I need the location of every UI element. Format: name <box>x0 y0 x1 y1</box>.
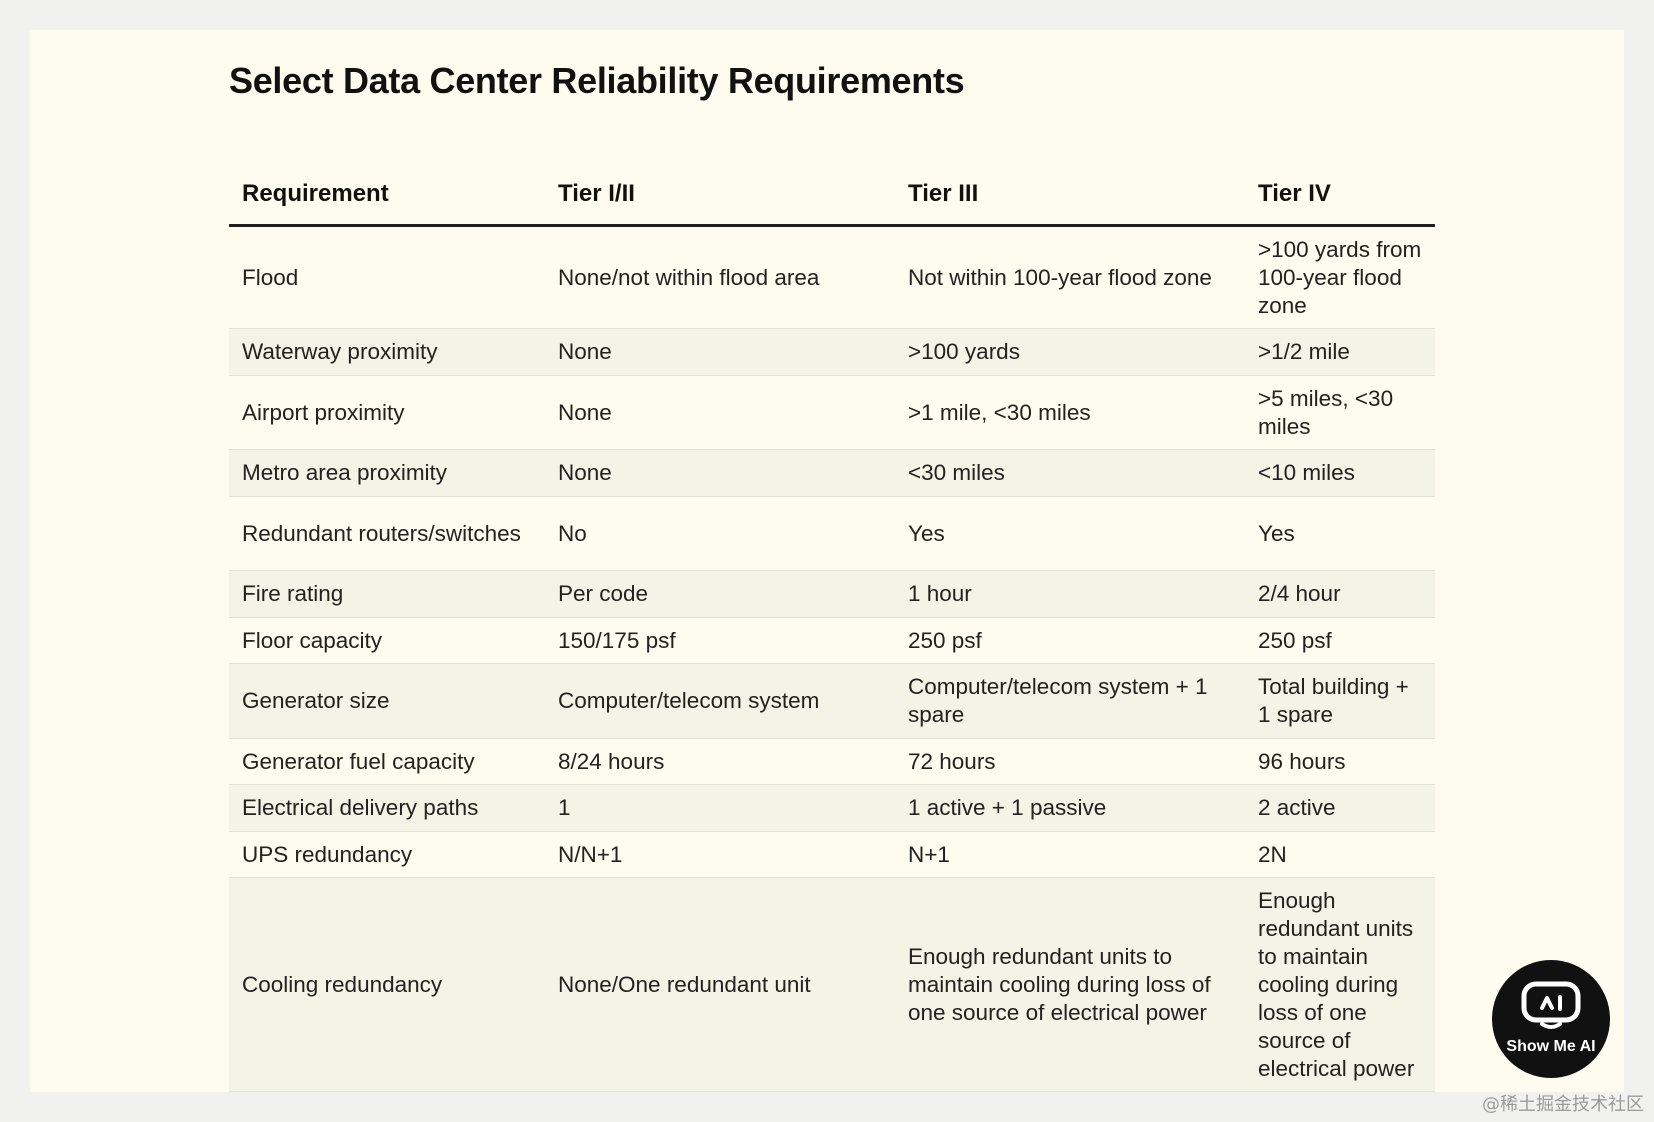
column-header-tier-3: Tier III <box>895 164 1245 227</box>
requirement-cell: Floor capacity <box>229 617 545 664</box>
tier-3-cell: <30 miles <box>895 449 1245 497</box>
show-me-ai-logo: Show Me AI <box>1492 960 1610 1078</box>
requirement-cell: Flood <box>229 225 545 329</box>
requirement-cell: Fire rating <box>229 570 545 618</box>
tier-4-cell: Yes <box>1245 496 1435 571</box>
tier-1-2-cell: 150/175 psf <box>545 617 895 664</box>
tier-1-2-cell: None <box>545 375 895 450</box>
tier-4-cell: Enough redundant units to maintain cooli… <box>1245 877 1435 1092</box>
tier-3-cell: 72 hours <box>895 738 1245 785</box>
tier-4-cell: 2/4 hour <box>1245 570 1435 618</box>
table-row: Cooling redundancy None/One redundant un… <box>229 877 1435 1092</box>
requirement-cell: Metro area proximity <box>229 449 545 497</box>
tier-1-2-cell: None <box>545 449 895 497</box>
logo-text: Show Me AI <box>1506 1038 1596 1055</box>
table-row: Fire rating Per code 1 hour 2/4 hour <box>229 570 1435 618</box>
tier-1-2-cell: No <box>545 496 895 571</box>
tier-3-cell: 1 active + 1 passive <box>895 784 1245 832</box>
table-row: Metro area proximity None <30 miles <10 … <box>229 449 1435 497</box>
requirement-cell: Electrical delivery paths <box>229 784 545 832</box>
table-row: Flood None/not within flood area Not wit… <box>229 225 1435 329</box>
tier-1-2-cell: Per code <box>545 570 895 618</box>
table-header-row: Requirement Tier I/II Tier III Tier IV <box>229 164 1435 227</box>
requirement-cell: Cooling redundancy <box>229 877 545 1092</box>
tier-4-cell: <10 miles <box>1245 449 1435 497</box>
tier-4-cell: 96 hours <box>1245 738 1435 785</box>
tier-3-cell: >1 mile, <30 miles <box>895 375 1245 450</box>
tier-3-cell: >100 yards <box>895 328 1245 376</box>
requirement-cell: UPS redundancy <box>229 831 545 878</box>
tier-1-2-cell: 1 <box>545 784 895 832</box>
table-row: Generator fuel capacity 8/24 hours 72 ho… <box>229 738 1435 785</box>
tier-1-2-cell: N/N+1 <box>545 831 895 878</box>
robot-face-icon <box>1521 981 1581 1029</box>
tier-4-cell: Total building + 1 spare <box>1245 663 1435 739</box>
table-row: Floor capacity 150/175 psf 250 psf 250 p… <box>229 617 1435 664</box>
tier-4-cell: >100 yards from 100-year flood zone <box>1245 225 1435 329</box>
content-card: Select Data Center Reliability Requireme… <box>30 30 1624 1092</box>
table-row: Redundant routers/switches No Yes Yes <box>229 496 1435 571</box>
page-title: Select Data Center Reliability Requireme… <box>229 60 965 101</box>
tier-1-2-cell: None/One redundant unit <box>545 877 895 1092</box>
tier-1-2-cell: None/not within flood area <box>545 225 895 329</box>
table-row: Airport proximity None >1 mile, <30 mile… <box>229 375 1435 450</box>
tier-1-2-cell: Computer/telecom system <box>545 663 895 739</box>
table-row: Generator size Computer/telecom system C… <box>229 663 1435 739</box>
tier-4-cell: 2 active <box>1245 784 1435 832</box>
table-row: Waterway proximity None >100 yards >1/2 … <box>229 328 1435 376</box>
tier-1-2-cell: 8/24 hours <box>545 738 895 785</box>
watermark: @稀土掘金技术社区 <box>1482 1094 1644 1115</box>
tier-3-cell: 250 psf <box>895 617 1245 664</box>
requirement-cell: Airport proximity <box>229 375 545 450</box>
column-header-requirement: Requirement <box>229 164 545 227</box>
tier-1-2-cell: None <box>545 328 895 376</box>
column-header-tier-1-2: Tier I/II <box>545 164 895 227</box>
tier-3-cell: Not within 100-year flood zone <box>895 225 1245 329</box>
requirement-cell: Redundant routers/switches <box>229 496 545 571</box>
tier-3-cell: Yes <box>895 496 1245 571</box>
tier-3-cell: 1 hour <box>895 570 1245 618</box>
column-header-tier-4: Tier IV <box>1245 164 1435 227</box>
tier-4-cell: >1/2 mile <box>1245 328 1435 376</box>
reliability-table: Requirement Tier I/II Tier III Tier IV F… <box>229 164 1435 1092</box>
requirement-cell: Waterway proximity <box>229 328 545 376</box>
tier-4-cell: 2N <box>1245 831 1435 878</box>
requirement-cell: Generator size <box>229 663 545 739</box>
table-row: Electrical delivery paths 1 1 active + 1… <box>229 784 1435 832</box>
tier-3-cell: Computer/telecom system + 1 spare <box>895 663 1245 739</box>
table-row: UPS redundancy N/N+1 N+1 2N <box>229 831 1435 878</box>
requirement-cell: Generator fuel capacity <box>229 738 545 785</box>
tier-3-cell: N+1 <box>895 831 1245 878</box>
tier-3-cell: Enough redundant units to maintain cooli… <box>895 877 1245 1092</box>
tier-4-cell: >5 miles, <30 miles <box>1245 375 1435 450</box>
tier-4-cell: 250 psf <box>1245 617 1435 664</box>
